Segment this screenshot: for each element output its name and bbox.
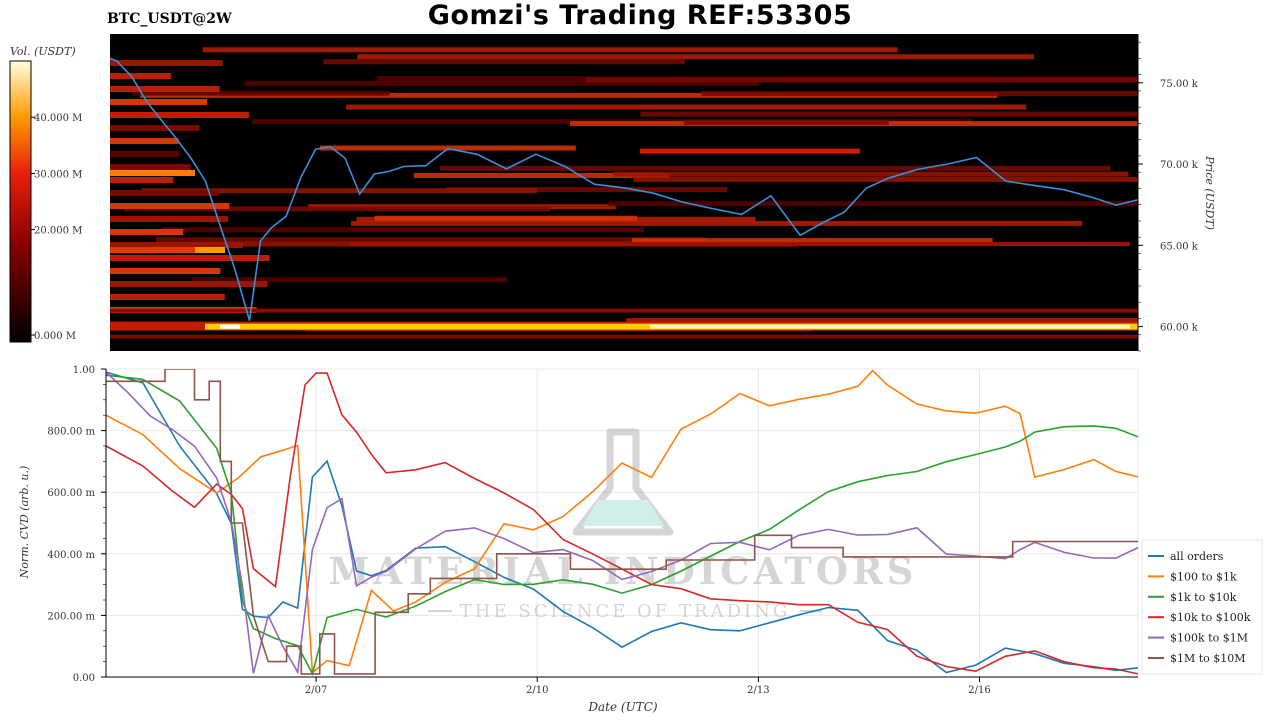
watermark-subtitle: THE SCIENCE OF TRADING [460, 601, 791, 622]
cvd-y-tick-label: 800.00 m [47, 427, 95, 438]
price-line [110, 57, 1138, 321]
cvd-y-axis-label: Norm. CVD (arb. u.) [18, 466, 31, 580]
legend-entry: $10k to $100k [1170, 611, 1251, 624]
colorbar-tick-label: 30.000 M [34, 169, 82, 180]
cvd-x-axis-label: Date (UTC) [587, 700, 657, 714]
cvd-x-tick-label: 2/16 [968, 685, 990, 696]
legend: all orders $100 to $1k $1k to $10k $10k to … [1141, 539, 1263, 675]
cvd-x-tick-label: 2/07 [305, 685, 327, 696]
price-tick-label: 75.00 k [1160, 79, 1199, 90]
cvd-x-ticks: 2/07 2/10 2/13 2/16 [305, 677, 991, 696]
cvd-series [106, 369, 1138, 676]
legend-entry: $100 to $1k [1170, 570, 1237, 583]
legend-entry: $1M to $10M [1170, 652, 1246, 665]
cvd-y-ticks: 0.00 200.00 m 400.00 m 600.00 m 800.00 m 1.00 [47, 365, 106, 684]
chart-title: Gomzi's Trading REF:53305 [427, 0, 853, 31]
cvd-x-tick-label: 2/10 [526, 685, 548, 696]
cvd-line-3 [106, 372, 1138, 675]
cvd-y-tick-label: 600.00 m [47, 488, 95, 499]
legend-entry: $100k to $1M [1170, 632, 1248, 645]
colorbar-tick-label: 0.000 M [34, 331, 76, 342]
price-tick-label: 60.00 k [1160, 323, 1199, 334]
price-axis-label: Price (USDT) [1203, 155, 1216, 230]
legend-box [1141, 539, 1263, 675]
colorbar-ticks: 0.000 M 20.000 M 30.000 M 40.000 M [31, 113, 82, 342]
cvd-y-tick-label: 0.00 [73, 673, 95, 684]
colorbar-label: Vol. (USDT) [10, 45, 76, 58]
price-axis-ticks: 60.00 k 65.00 k 70.00 k 75.00 k [1138, 41, 1199, 352]
colorbar [9, 60, 32, 343]
heatmap-bands [110, 47, 1138, 339]
cvd-y-tick-label: 200.00 m [47, 611, 95, 622]
cvd-line-2 [106, 374, 1138, 676]
cvd-plot-area [106, 369, 1138, 677]
legend-entry: all orders [1170, 550, 1224, 563]
cvd-line-1 [106, 369, 1138, 675]
flask-icon [572, 428, 674, 536]
cvd-y-tick-label: 400.00 m [47, 550, 95, 561]
price-tick-label: 65.00 k [1160, 241, 1199, 252]
cvd-line-5 [106, 369, 1138, 675]
price-tick-label: 70.00 k [1160, 160, 1199, 171]
flask-liquid-icon [582, 500, 664, 526]
cvd-y-tick-label: 1.00 [73, 365, 95, 376]
pair-label: BTC_USDT@2W [107, 11, 232, 27]
watermark: MATERIAL INDICATORS THE SCIENCE OF TRADI… [329, 428, 918, 622]
legend-entry: $1k to $10k [1170, 591, 1237, 604]
colorbar-tick-label: 20.000 M [34, 226, 82, 237]
colorbar-tick-label: 40.000 M [34, 113, 82, 124]
watermark-title: MATERIAL INDICATORS [329, 549, 918, 593]
cvd-x-tick-label: 2/13 [747, 685, 769, 696]
cvd-line-0 [106, 371, 1138, 674]
cvd-line-4 [106, 371, 1138, 675]
